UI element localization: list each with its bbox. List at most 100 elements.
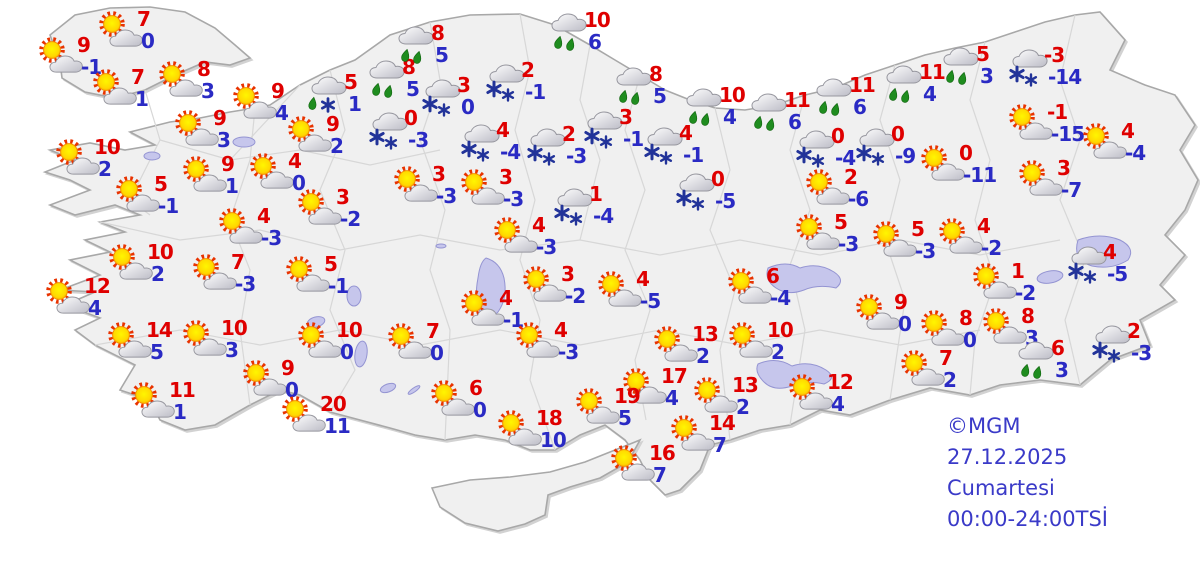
ataturk-reservoir	[756, 360, 832, 389]
high-temp: 14	[709, 411, 736, 435]
high-temp: 1	[1011, 259, 1025, 283]
high-temp: 3	[457, 73, 471, 97]
high-temp: 7	[939, 346, 953, 370]
lake-ulubat	[143, 151, 161, 161]
low-temp: 0	[473, 398, 487, 422]
low-temp: -11	[963, 163, 997, 187]
low-temp: 3	[225, 338, 239, 362]
high-temp: 3	[432, 162, 446, 186]
low-temp: 11	[324, 414, 351, 438]
low-temp: 6	[588, 30, 602, 54]
low-temp: 2	[696, 344, 710, 368]
high-temp: 5	[976, 42, 990, 66]
low-temp: 5	[653, 84, 667, 108]
high-temp: 4	[554, 318, 568, 342]
high-temp: 7	[137, 7, 151, 31]
high-temp: 14	[146, 318, 173, 342]
low-temp: -14	[1048, 65, 1082, 89]
high-temp: 10	[94, 135, 121, 159]
keban-reservoir	[766, 263, 841, 294]
high-temp: 2	[844, 165, 858, 189]
low-temp: 6	[788, 110, 802, 134]
high-temp: 9	[326, 112, 340, 136]
low-temp: -3	[915, 239, 936, 263]
high-temp: 7	[231, 250, 245, 274]
low-temp: 1	[173, 400, 187, 424]
high-temp: 8	[402, 55, 416, 79]
low-temp: -4	[770, 286, 791, 310]
high-temp: 5	[324, 252, 338, 276]
high-temp: 3	[499, 165, 513, 189]
low-temp: 10	[540, 428, 567, 452]
low-temp: -1	[328, 274, 349, 298]
low-temp: -3	[536, 235, 557, 259]
high-temp: 10	[767, 318, 794, 342]
low-temp: -5	[640, 289, 661, 313]
anatolia-outline	[42, 11, 1199, 496]
high-temp: 4	[1121, 119, 1135, 143]
low-temp: 5	[406, 77, 420, 101]
high-temp: 4	[257, 204, 271, 228]
high-temp: 4	[288, 149, 302, 173]
low-temp: 4	[88, 296, 102, 320]
high-temp: 6	[1051, 336, 1065, 360]
high-temp: 9	[213, 106, 227, 130]
high-temp: 5	[911, 217, 925, 241]
high-temp: 12	[827, 370, 854, 394]
high-temp: 17	[661, 364, 688, 388]
high-temp: 5	[154, 172, 168, 196]
low-temp: 0	[898, 312, 912, 336]
low-temp: 5	[150, 340, 164, 364]
low-temp: 6	[853, 95, 867, 119]
attribution-source: ©MGM	[947, 414, 1021, 438]
high-temp: 10	[584, 8, 611, 32]
low-temp: 0	[340, 340, 354, 364]
low-temp: -3	[838, 232, 859, 256]
low-temp: -6	[848, 187, 869, 211]
high-temp: 5	[834, 210, 848, 234]
low-temp: 3	[201, 79, 215, 103]
high-temp: 2	[1127, 319, 1141, 343]
low-temp: 4	[923, 82, 937, 106]
high-temp: 18	[536, 406, 563, 430]
high-temp: 6	[469, 376, 483, 400]
high-temp: 4	[977, 214, 991, 238]
low-temp: 1	[135, 87, 149, 111]
high-temp: 0	[959, 141, 973, 165]
high-temp: 8	[649, 62, 663, 86]
low-temp: -3	[566, 144, 587, 168]
low-temp: 2	[736, 395, 750, 419]
low-temp: 0	[285, 378, 299, 402]
low-temp: -9	[895, 144, 916, 168]
high-temp: 11	[849, 73, 876, 97]
low-temp: -3	[503, 187, 524, 211]
low-temp: -2	[565, 284, 586, 308]
lake-burdur	[379, 382, 397, 394]
low-temp: 3	[1055, 358, 1069, 382]
low-temp: -2	[1015, 281, 1036, 305]
high-temp: 11	[169, 378, 196, 402]
low-temp: 4	[665, 386, 679, 410]
high-temp: 3	[619, 105, 633, 129]
high-temp: 3	[561, 262, 575, 286]
low-temp: -4	[835, 146, 856, 170]
high-temp: 11	[919, 60, 946, 84]
low-temp: -2	[981, 236, 1002, 260]
high-temp: 9	[281, 356, 295, 380]
low-temp: -5	[1107, 262, 1128, 286]
low-temp: 0	[461, 95, 475, 119]
low-temp: -15	[1051, 122, 1085, 146]
high-temp: 8	[431, 21, 445, 45]
high-temp: 10	[719, 83, 746, 107]
low-temp: 2	[771, 340, 785, 364]
low-temp: -3	[558, 340, 579, 364]
low-temp: -1	[503, 308, 524, 332]
high-temp: 1	[589, 182, 603, 206]
map-attribution: ©MGM 27.12.2025 Cumartesi 00:00-24:00TSİ	[947, 411, 1108, 535]
low-temp: 7	[653, 463, 667, 487]
low-temp: -2	[340, 207, 361, 231]
high-temp: 4	[499, 286, 513, 310]
high-temp: 5	[344, 70, 358, 94]
